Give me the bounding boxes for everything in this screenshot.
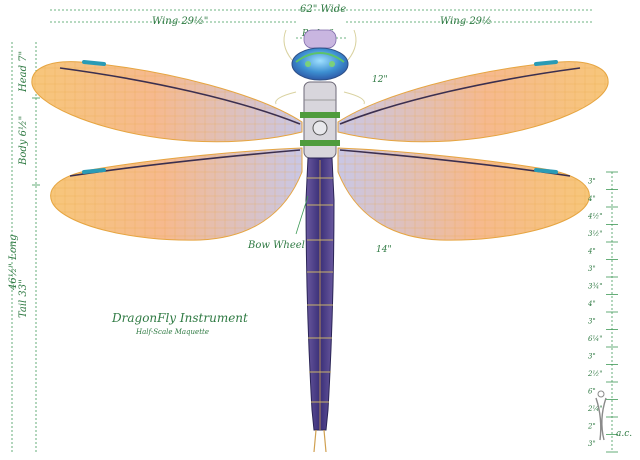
title-block: DragonFly Instrument Half-Scale Maquette bbox=[111, 311, 248, 336]
wing-left-dimension: Wing 29½" bbox=[50, 16, 296, 27]
scale-bar-segment-label: 3¾" bbox=[588, 282, 602, 290]
signature-figure: a.c. bbox=[595, 390, 632, 441]
overall-width-dimension: 62" Wide bbox=[50, 4, 592, 15]
lower-left-wing bbox=[50, 147, 303, 241]
scale-bar-segment-label: 4" bbox=[587, 300, 596, 308]
right-scale-bar: 3" 4" 4½" 3½" 4" 3" 3¾" 4" 3" 6¼" 3" 2½" 6" 2¼" 2" 3" bbox=[587, 171, 618, 453]
scale-bar-segment-label: 3" bbox=[588, 440, 596, 448]
scale-bar-segment-label: 3" bbox=[588, 177, 596, 185]
scale-bar-segment-label: 6" bbox=[588, 387, 596, 395]
scale-bar-segment-label: 3" bbox=[588, 265, 596, 273]
scale-bar-segment-label: 4½" bbox=[587, 212, 602, 220]
bow-wheel-label: Bow Wheel bbox=[247, 240, 305, 251]
title-main: DragonFly Instrument bbox=[111, 311, 248, 325]
left-vertical-dimensions: Head 7" Body 6½" 46½" Long Tail 33" bbox=[8, 42, 40, 452]
scale-bar-segment-label: 3" bbox=[588, 317, 596, 325]
scale-bar-segment-label: 3½" bbox=[588, 230, 602, 238]
scale-bar-segment-label: 4" bbox=[587, 247, 596, 255]
dragonfly-head bbox=[291, 29, 349, 81]
lower-right-wing bbox=[337, 147, 590, 241]
scale-bar-segment-label: 4" bbox=[587, 195, 596, 203]
body-label: Body 6½" bbox=[18, 116, 29, 166]
overall-length-label: 46½" Long bbox=[8, 234, 19, 291]
signature-text: a.c. bbox=[616, 429, 632, 439]
bow-wheel-callout: Bow Wheel bbox=[247, 195, 309, 251]
dragonfly-tail bbox=[305, 157, 335, 453]
scale-bar-segment-label: 2½" bbox=[587, 370, 602, 378]
scale-bar-segment-label: 3" bbox=[588, 352, 596, 360]
overall-width-label: 62" Wide bbox=[300, 4, 346, 15]
upper-left-wing bbox=[31, 60, 303, 143]
head-label: Head 7" bbox=[18, 51, 29, 93]
scale-bar-segment-label: 6¼" bbox=[588, 335, 602, 343]
scale-bar-segment-label: 2¼" bbox=[587, 405, 602, 413]
dragonfly-thorax bbox=[300, 81, 340, 159]
wing-left-label: Wing 29½" bbox=[152, 16, 208, 27]
tail-label: Tail 33" bbox=[18, 279, 29, 318]
wing-span-upper-label: 12" bbox=[372, 75, 388, 85]
title-sub: Half-Scale Maquette bbox=[135, 328, 209, 336]
wing-span-lower-label: 14" bbox=[376, 245, 392, 255]
upper-right-wing bbox=[337, 60, 609, 143]
scale-bar-segment-label: 2" bbox=[587, 422, 596, 430]
wing-right-label: Wing 29½ bbox=[440, 16, 492, 27]
wing-right-dimension: Wing 29½ bbox=[346, 16, 592, 27]
legs-outline bbox=[275, 29, 365, 105]
